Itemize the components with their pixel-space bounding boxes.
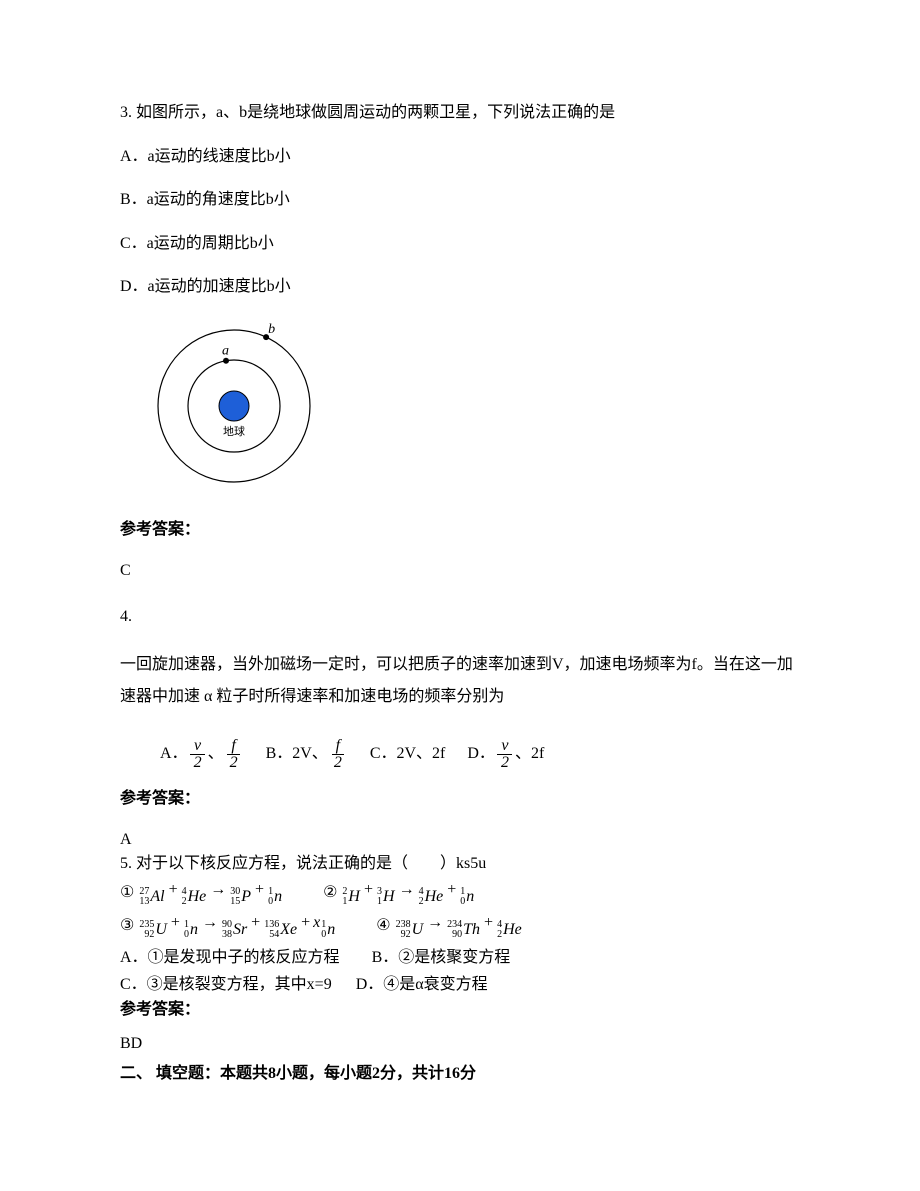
q5-option-d: D．④是α衰变方程 xyxy=(356,976,488,993)
frac-den: 2 xyxy=(330,755,346,771)
frac-num: f xyxy=(332,738,344,755)
q3-answer: C xyxy=(120,558,800,584)
q5-option-a: A．①是发现中子的核反应方程 xyxy=(120,949,340,966)
q4-answer-label: 参考答案： xyxy=(120,786,800,812)
q4-optA-mid: 、 xyxy=(208,740,224,769)
equation-4: 23892U→23490Th+42He xyxy=(395,911,523,942)
q5-eq2: ② 21H+31H→42He+10n xyxy=(323,878,475,909)
frac-den: 2 xyxy=(226,755,242,771)
q4-option-d: D． v 2 、2f xyxy=(467,738,544,771)
q3-option-a: A．a运动的线速度比b小 xyxy=(120,144,800,170)
q4-options: A． v 2 、 f 2 B．2V、 f 2 C．2V、2f D． v 2 、2… xyxy=(160,738,562,771)
equation-3: 23592U+10n→9038Sr+13654Xe+x10n xyxy=(138,911,336,942)
q5-eq3: ③ 23592U+10n→9038Sr+13654Xe+x10n xyxy=(120,911,336,942)
q4-option-a: A． v 2 、 f 2 xyxy=(160,738,244,771)
q5-eq4: ④ 23892U→23490Th+42He xyxy=(376,911,523,942)
q4-option-c: C．2V、2f xyxy=(370,740,446,769)
frac-den: 2 xyxy=(497,755,513,771)
q3-text: 3. 如图所示，a、b是绕地球做圆周运动的两颗卫星，下列说法正确的是 xyxy=(120,100,800,126)
fraction-v2: v 2 xyxy=(190,738,206,771)
svg-text:a: a xyxy=(222,344,229,359)
frac-num: f xyxy=(227,738,239,755)
q3-option-d: D．a运动的加速度比b小 xyxy=(120,274,800,300)
q5-answer-label: 参考答案： xyxy=(120,998,800,1022)
q5-answer: BD xyxy=(120,1032,800,1056)
svg-text:地球: 地球 xyxy=(223,424,245,438)
q4-optD-prefix: D． xyxy=(467,740,495,769)
fraction-f2: f 2 xyxy=(226,738,242,771)
q5-text: 5. 对于以下核反应方程，说法正确的是（ ）ks5u xyxy=(120,852,800,876)
q5-option-b: B．②是核聚变方程 xyxy=(372,949,511,966)
equation-1: 2713Al+42He→3015P+10n xyxy=(138,878,283,909)
q4-optA-prefix: A． xyxy=(160,740,188,769)
q3-answer-label: 参考答案： xyxy=(120,517,800,543)
q4-number: 4. xyxy=(120,604,800,630)
q4-optD-suffix: 、2f xyxy=(515,740,544,769)
q5-option-c: C．③是核裂变方程，其中x=9 xyxy=(120,976,332,993)
q5-eq1: ① 2713Al+42He→3015P+10n xyxy=(120,878,283,909)
circled-3: ③ xyxy=(120,914,134,938)
circled-1: ① xyxy=(120,881,134,905)
q4-optB-prefix: B．2V、 xyxy=(266,740,328,769)
q3-option-c: C．a运动的周期比b小 xyxy=(120,231,800,257)
q5-eq-row-1: ① 2713Al+42He→3015P+10n ② 21H+31H→42He+1… xyxy=(120,878,800,909)
circled-4: ④ xyxy=(376,914,390,938)
q4-answer: A xyxy=(120,828,800,852)
q3-option-b: B．a运动的角速度比b小 xyxy=(120,187,800,213)
q3-diagram: a b 地球 xyxy=(120,318,800,497)
q5-eq-row-2: ③ 23592U+10n→9038Sr+13654Xe+x10n ④ 23892… xyxy=(120,911,800,942)
q4-text: 一回旋加速器，当外加磁场一定时，可以把质子的速率加速到V，加速电场频率为f。当在… xyxy=(120,649,800,713)
svg-text:b: b xyxy=(268,322,275,337)
q5-options: A．①是发现中子的核反应方程 B．②是核聚变方程 C．③是核裂变方程，其中x=9… xyxy=(120,944,800,998)
equation-2: 21H+31H→42He+10n xyxy=(341,878,475,909)
frac-num: v xyxy=(190,738,205,755)
crescent-icon xyxy=(120,460,140,480)
fraction-v2: v 2 xyxy=(497,738,513,771)
frac-num: v xyxy=(497,738,512,755)
orbit-diagram: a b 地球 xyxy=(144,318,324,488)
circled-2: ② xyxy=(323,881,337,905)
q4-option-b: B．2V、 f 2 xyxy=(266,738,348,771)
frac-den: 2 xyxy=(190,755,206,771)
section-2-title: 二、 填空题：本题共8小题，每小题2分，共计16分 xyxy=(120,1062,800,1086)
fraction-f2: f 2 xyxy=(330,738,346,771)
